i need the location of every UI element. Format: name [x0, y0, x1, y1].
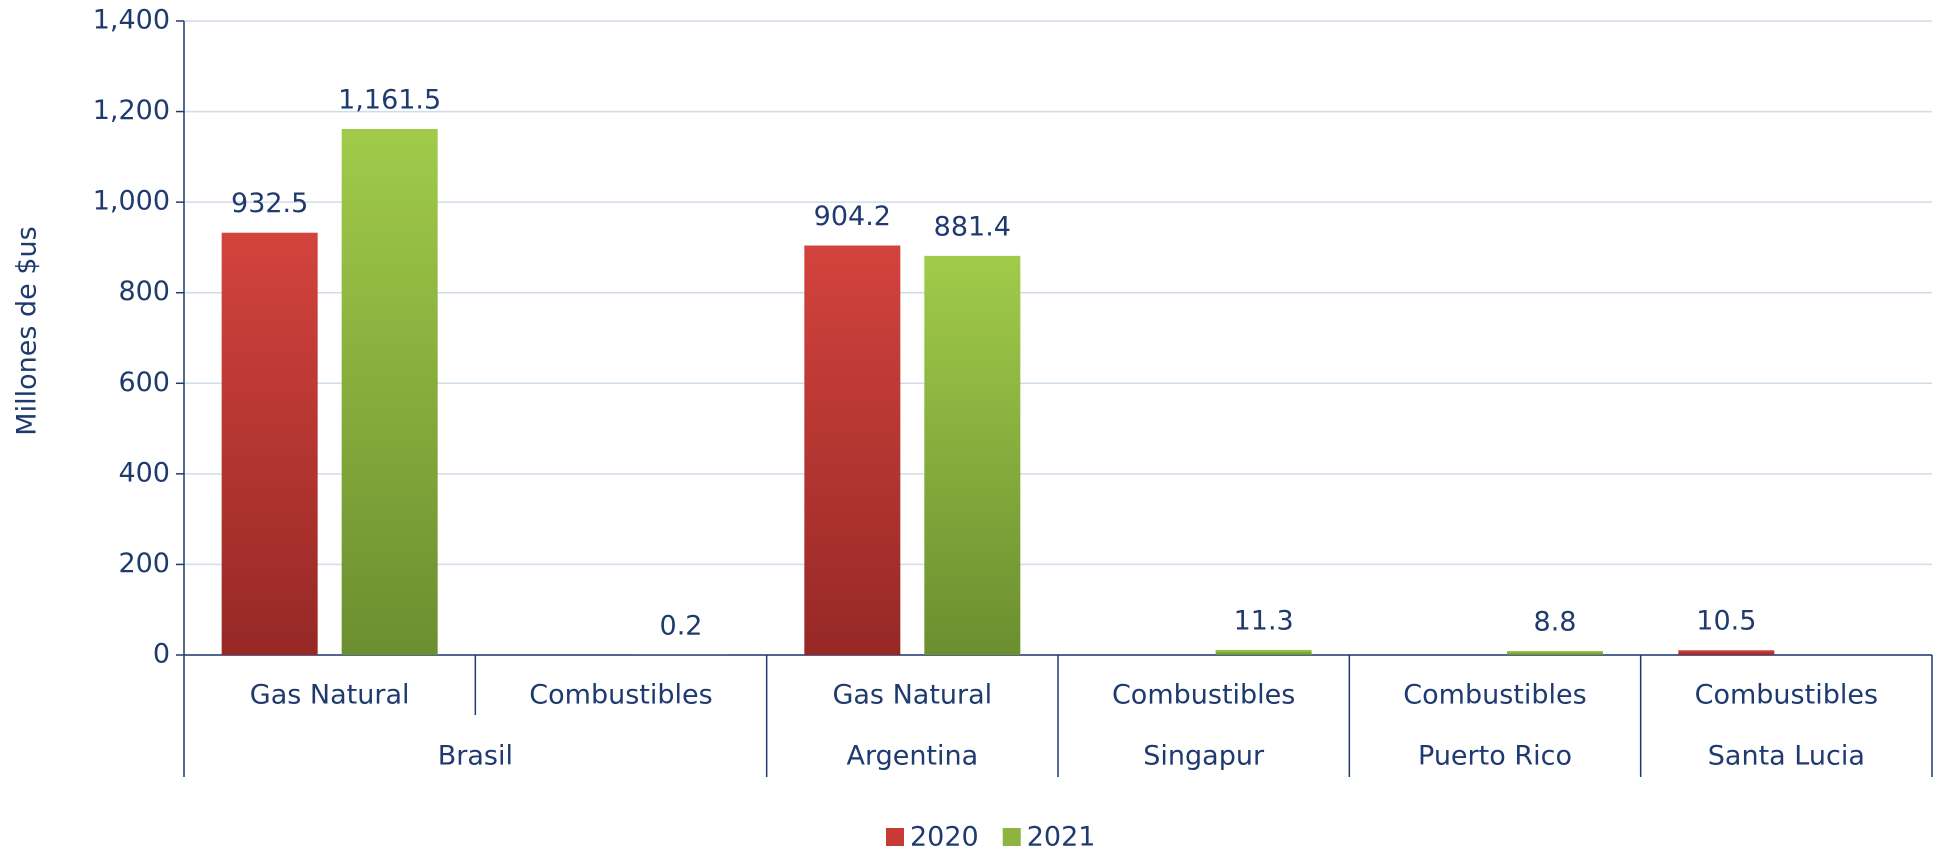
bar — [924, 255, 1021, 655]
data-label: 8.8 — [1534, 607, 1577, 638]
group-label: Santa Lucia — [1708, 741, 1865, 772]
bar — [341, 129, 438, 656]
x-tick-label: Gas Natural — [250, 680, 410, 711]
data-label: 0.2 — [660, 610, 703, 641]
data-label: 904.2 — [814, 201, 891, 232]
x-tick-label: Gas Natural — [832, 680, 992, 711]
group-label: Puerto Rico — [1418, 741, 1572, 772]
group-label: Argentina — [846, 741, 978, 772]
legend-swatch — [1002, 828, 1021, 846]
data-label: 10.5 — [1696, 606, 1756, 637]
bar — [1215, 649, 1312, 655]
y-tick-label: 1,200 — [93, 95, 170, 126]
data-label: 11.3 — [1234, 605, 1294, 636]
y-tick-label: 800 — [118, 276, 170, 307]
y-tick-label: 1,400 — [93, 5, 170, 36]
legend-swatch — [886, 828, 904, 846]
group-label: Singapur — [1143, 741, 1265, 772]
y-tick-label: 400 — [118, 457, 170, 488]
x-tick-label: Combustibles — [1112, 680, 1295, 711]
y-tick-label: 1,000 — [93, 186, 170, 217]
x-tick-label: Combustibles — [529, 680, 712, 711]
data-label: 932.5 — [231, 188, 308, 219]
bar — [221, 232, 318, 656]
x-tick-label: Combustibles — [1403, 680, 1586, 711]
y-tick-label: 200 — [118, 548, 170, 579]
bar — [804, 245, 901, 656]
group-label: Brasil — [438, 741, 513, 772]
y-tick-label: 0 — [153, 639, 170, 670]
legend-label: 2021 — [1027, 822, 1096, 853]
y-tick-label: 600 — [118, 367, 170, 398]
x-tick-label: Combustibles — [1695, 680, 1878, 711]
legend-label: 2020 — [910, 822, 979, 853]
data-label: 1,161.5 — [338, 85, 441, 116]
y-axis-title: Millones de $us — [12, 226, 43, 435]
bar — [1507, 651, 1603, 655]
data-label: 881.4 — [934, 211, 1011, 242]
bar — [1678, 650, 1775, 655]
